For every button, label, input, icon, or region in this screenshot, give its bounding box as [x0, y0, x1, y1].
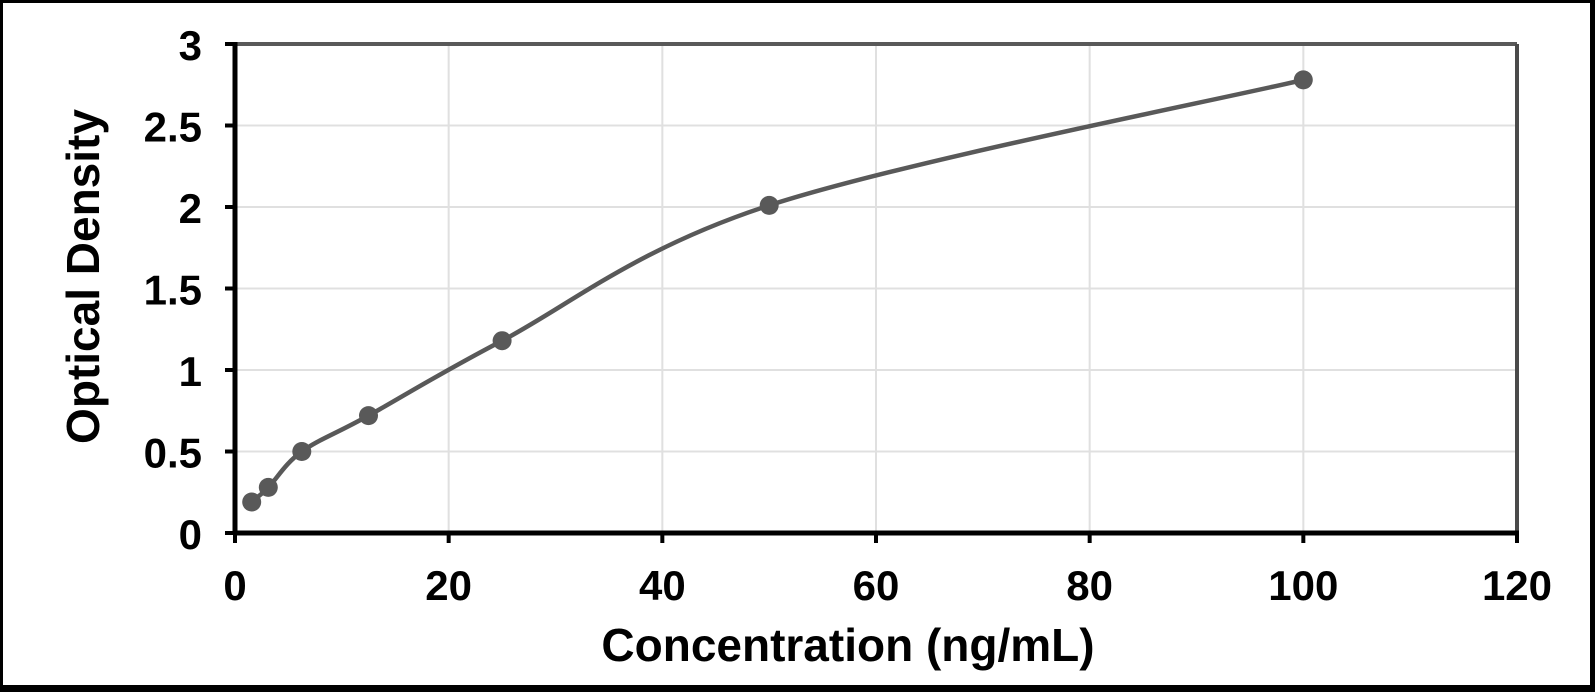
axis-tick-marks [225, 42, 1519, 543]
y-tick-label: 2.5 [144, 104, 202, 151]
x-axis-title: Concentration (ng/mL) [601, 619, 1094, 671]
data-point-marker [258, 477, 278, 497]
data-point-marker [359, 406, 378, 426]
x-tick-label: 40 [639, 562, 686, 609]
plot-border [235, 42, 1519, 533]
y-tick-label: 0.5 [144, 430, 202, 477]
gridlines [235, 44, 1517, 533]
data-point-marker [1293, 70, 1313, 90]
x-tick-label: 20 [425, 562, 472, 609]
standard-curve-chart: 0 20 40 60 80 100 120 0 0.5 1 1.5 2 2.5 3 Concentrati… [57, 22, 1552, 671]
x-tick-label: 0 [223, 562, 246, 609]
y-tick-label: 3 [179, 22, 202, 69]
data-points [242, 70, 1313, 512]
y-tick-label: 0 [179, 511, 202, 558]
x-tick-label: 100 [1268, 562, 1338, 609]
y-tick-label: 1.5 [144, 267, 202, 314]
data-point-marker [492, 331, 512, 351]
y-tick-label: 2 [179, 185, 202, 232]
trend-line [249, 77, 1306, 505]
data-point-marker [759, 195, 779, 215]
x-tick-label: 80 [1066, 562, 1113, 609]
tick-labels: 0 20 40 60 80 100 120 0 0.5 1 1.5 2 2.5 3 [144, 22, 1552, 609]
data-point-marker [292, 442, 312, 461]
x-tick-label: 120 [1482, 562, 1552, 609]
y-tick-label: 1 [179, 348, 202, 395]
x-tick-label: 60 [853, 562, 900, 609]
y-axis-title: Optical Density [57, 109, 109, 444]
data-point-marker [242, 492, 262, 512]
